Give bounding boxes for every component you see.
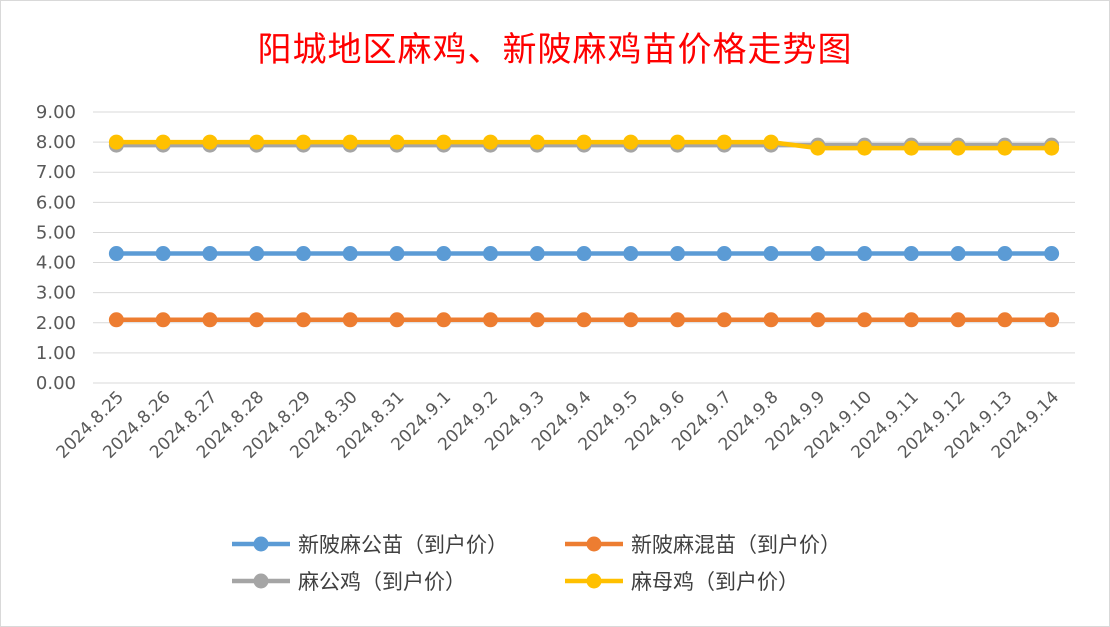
data-point	[389, 246, 405, 262]
y-tick-label: 5.00	[36, 222, 76, 243]
data-point	[623, 312, 639, 328]
data-point	[810, 246, 826, 262]
data-point	[482, 134, 498, 150]
data-point	[857, 312, 873, 328]
legend-marker	[586, 536, 602, 552]
data-point	[108, 246, 124, 262]
data-point	[482, 312, 498, 328]
legend-marker	[253, 536, 269, 552]
data-point	[1044, 246, 1060, 262]
y-tick-label: 0.00	[36, 373, 76, 394]
data-point	[389, 312, 405, 328]
legend-item[interactable]: 新陂麻公苗（到户价）	[232, 533, 508, 557]
data-point	[529, 134, 545, 150]
data-point	[342, 312, 358, 328]
data-point	[950, 140, 966, 156]
data-point	[950, 246, 966, 262]
data-point	[482, 246, 498, 262]
legend[interactable]: 新陂麻公苗（到户价） 新陂麻混苗（到户价） 麻公鸡（到户价） 麻母鸡（到户价）	[232, 533, 841, 594]
y-tick-label: 2.00	[36, 313, 76, 334]
data-point	[155, 246, 171, 262]
data-point	[950, 312, 966, 328]
data-point	[155, 134, 171, 150]
data-point	[295, 134, 311, 150]
legend-label: 新陂麻混苗（到户价）	[631, 533, 841, 557]
data-point	[342, 246, 358, 262]
data-point	[763, 246, 779, 262]
data-point	[389, 134, 405, 150]
data-point	[155, 312, 171, 328]
legend-marker	[586, 573, 602, 589]
data-point	[436, 312, 452, 328]
data-point	[202, 312, 218, 328]
y-tick-label: 8.00	[36, 132, 76, 153]
data-point	[716, 134, 732, 150]
data-point	[436, 246, 452, 262]
data-point	[295, 312, 311, 328]
legend-label: 新陂麻公苗（到户价）	[298, 533, 508, 557]
y-tick-label: 4.00	[36, 253, 76, 274]
data-point	[249, 246, 265, 262]
data-point	[249, 312, 265, 328]
data-point	[670, 246, 686, 262]
data-point	[670, 312, 686, 328]
data-point	[903, 140, 919, 156]
data-point	[903, 246, 919, 262]
y-tick-label: 9.00	[36, 102, 76, 123]
data-point	[529, 312, 545, 328]
y-tick-label: 7.00	[36, 162, 76, 183]
data-point	[810, 140, 826, 156]
legend-item[interactable]: 麻母鸡（到户价）	[565, 570, 799, 594]
data-point	[903, 312, 919, 328]
data-point	[997, 312, 1013, 328]
data-point	[202, 246, 218, 262]
data-point	[623, 246, 639, 262]
x-axis-ticks: 2024.8.252024.8.262024.8.272024.8.282024…	[53, 387, 1064, 462]
data-point	[576, 134, 592, 150]
data-point	[623, 134, 639, 150]
legend-item[interactable]: 新陂麻混苗（到户价）	[565, 533, 841, 557]
data-point	[576, 312, 592, 328]
data-point	[529, 246, 545, 262]
data-point	[810, 312, 826, 328]
data-point	[202, 134, 218, 150]
legend-label: 麻母鸡（到户价）	[631, 570, 799, 594]
data-point	[249, 134, 265, 150]
data-point	[997, 140, 1013, 156]
data-point	[295, 246, 311, 262]
data-point	[763, 312, 779, 328]
data-point	[342, 134, 358, 150]
y-tick-label: 1.00	[36, 343, 76, 364]
legend-marker	[253, 573, 269, 589]
chart-title: 阳城地区麻鸡、新陂麻鸡苗价格走势图	[257, 30, 853, 70]
y-tick-label: 6.00	[36, 192, 76, 213]
data-point	[763, 134, 779, 150]
legend-item[interactable]: 麻公鸡（到户价）	[232, 570, 466, 594]
data-point	[1044, 312, 1060, 328]
data-point	[1044, 140, 1060, 156]
data-point	[857, 246, 873, 262]
data-point	[108, 134, 124, 150]
data-point	[716, 312, 732, 328]
series-layer	[108, 134, 1060, 328]
data-point	[670, 134, 686, 150]
data-point	[436, 134, 452, 150]
y-axis-ticks: 0.00 1.00 2.00 3.00 4.00 5.00 6.00 7.00 8.00 9.00	[36, 102, 76, 394]
y-tick-label: 3.00	[36, 283, 76, 304]
data-point	[997, 246, 1013, 262]
data-point	[857, 140, 873, 156]
data-point	[576, 246, 592, 262]
data-point	[716, 246, 732, 262]
data-point	[108, 312, 124, 328]
legend-label: 麻公鸡（到户价）	[298, 570, 466, 594]
